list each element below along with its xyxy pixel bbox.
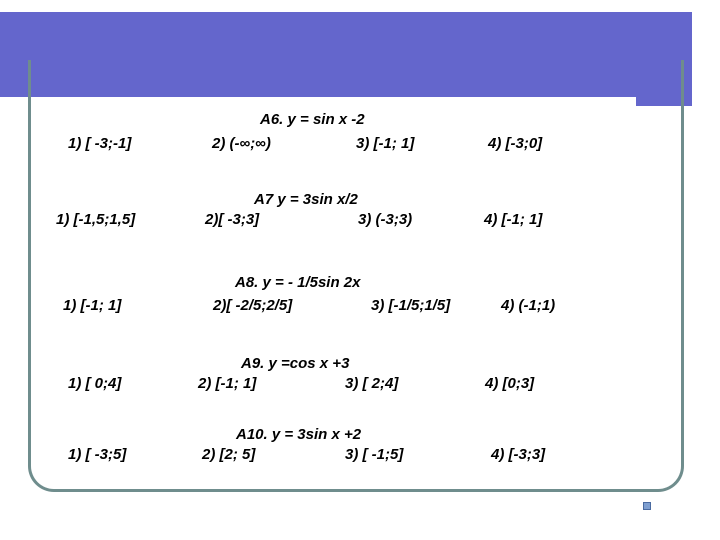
question-a8-option-2: 2)[ -2/5;2/5] — [213, 297, 293, 314]
question-a8-title: A8. y = - 1/5sin 2x — [235, 274, 361, 291]
question-a6-option-3: 3) [-1; 1] — [356, 135, 415, 152]
header-band-extension — [636, 94, 692, 106]
question-a7-title: A7 y = 3sin x/2 — [254, 191, 358, 208]
question-a7-option-4: 4) [-1; 1] — [484, 211, 543, 228]
question-a10-option-4: 4) [-3;3] — [491, 446, 546, 463]
slide-navigation-icon[interactable] — [643, 502, 651, 510]
question-a9-option-1: 1) [ 0;4] — [68, 375, 122, 392]
question-a9-option-4: 4) [0;3] — [485, 375, 535, 392]
content-frame — [28, 60, 684, 492]
header-band — [0, 12, 692, 94]
question-a7-option-1: 1) [-1,5;1,5] — [56, 211, 136, 228]
question-a10-option-2: 2) [2; 5] — [202, 446, 256, 463]
question-a9-option-2: 2) [-1; 1] — [198, 375, 257, 392]
question-a8-option-1: 1) [-1; 1] — [63, 297, 122, 314]
header-underline — [0, 93, 636, 97]
question-a9-title: A9. y =cos x +3 — [241, 355, 350, 372]
question-a10-option-3: 3) [ -1;5] — [345, 446, 404, 463]
question-a8-option-3: 3) [-1/5;1/5] — [371, 297, 451, 314]
question-a9-option-3: 3) [ 2;4] — [345, 375, 399, 392]
question-a10-title: A10. y = 3sin x +2 — [236, 426, 362, 443]
question-a6-title: A6. y = sin x -2 — [260, 111, 365, 128]
question-a6-option-2: 2) (-∞;∞) — [212, 135, 271, 152]
question-a10-option-1: 1) [ -3;5] — [68, 446, 127, 463]
question-a7-option-2: 2)[ -3;3] — [205, 211, 260, 228]
question-a6-option-4: 4) [-3;0] — [488, 135, 543, 152]
question-a7-option-3: 3) (-3;3) — [358, 211, 413, 228]
question-a8-option-4: 4) (-1;1) — [501, 297, 556, 314]
question-a6-option-1: 1) [ -3;-1] — [68, 135, 132, 152]
